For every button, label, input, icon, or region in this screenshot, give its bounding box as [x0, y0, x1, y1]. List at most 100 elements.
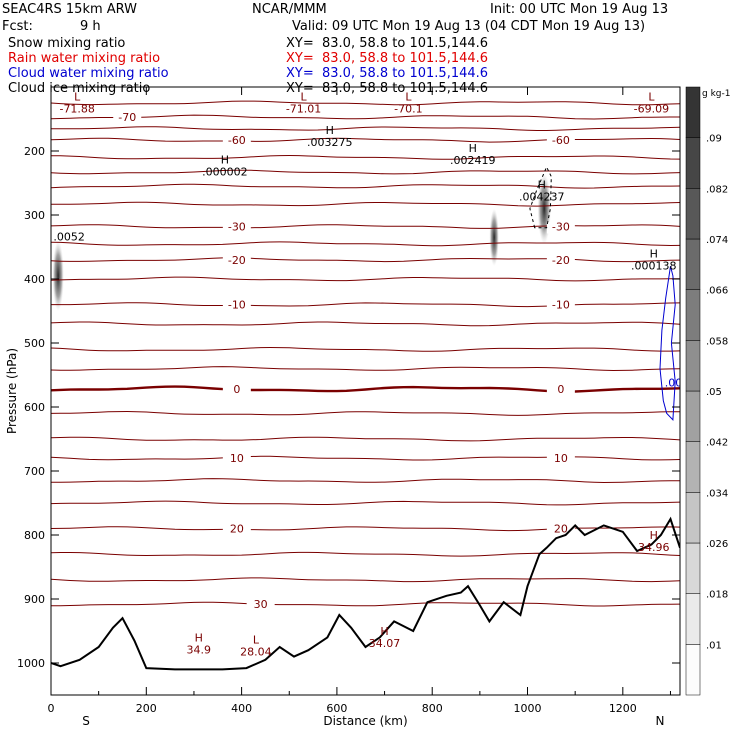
isotherm-line — [51, 366, 680, 372]
valid-time: Valid: 09 UTC Mon 19 Aug 13 (04 CDT Mon … — [292, 19, 646, 34]
colorbar-label: .05 — [706, 387, 722, 398]
extremum-value: -71.01 — [286, 103, 321, 116]
field-xy-cloud-water: XY= 83.0, 58.8 to 101.5,144.6 — [286, 66, 489, 81]
colorbar-label: .082 — [706, 184, 728, 195]
isotherm-20 — [51, 526, 680, 532]
x-tick-label: 200 — [136, 702, 157, 715]
isotherm-minus70 — [51, 114, 680, 120]
field-xy-snow: XY= 83.0, 58.8 to 101.5,144.6 — [286, 36, 489, 51]
extremum-type: L — [253, 633, 260, 646]
snow-shading-2 — [52, 240, 64, 311]
isotherm-line — [51, 478, 680, 484]
isotherm-line — [51, 100, 680, 106]
isotherm-10 — [51, 455, 680, 461]
y-tick-label: 300 — [24, 209, 45, 222]
colorbar-label: .074 — [706, 235, 728, 246]
colorbar-label: .018 — [706, 590, 728, 601]
extremum-type: H — [650, 529, 658, 542]
isotherm-label-bg — [546, 254, 575, 267]
isotherm-label-bg — [546, 453, 575, 466]
field-xy-cloud-ice: XY= 83.0, 58.8 to 101.5,144.6 — [286, 81, 489, 96]
isotherm-label-bg — [222, 299, 251, 312]
isotherm-label-bg — [546, 135, 575, 148]
y-axis-label: Pressure (hPa) — [5, 348, 19, 434]
colorbar-bin — [685, 542, 701, 594]
south-label: S — [82, 714, 90, 728]
isotherm-label: 10 — [554, 452, 568, 465]
isotherm-line — [51, 126, 680, 131]
isotherm-label: -70 — [118, 111, 136, 124]
x-tick-label: 0 — [48, 702, 55, 715]
field-name-cloud-water: Cloud water mixing ratio — [8, 66, 169, 81]
isotherm-label: 30 — [254, 598, 268, 611]
isotherm-line — [51, 346, 680, 352]
colorbar-label: .066 — [706, 286, 728, 297]
extremum-type: L — [405, 91, 412, 104]
colorbar-label: .034 — [706, 488, 728, 499]
isotherm-label-bg — [222, 221, 251, 234]
north-label: N — [656, 714, 665, 728]
isotherm-line — [51, 500, 680, 506]
x-axis-label: Distance (km) — [323, 714, 407, 728]
isotherm-label: 0 — [233, 383, 240, 396]
colorbar-bin — [685, 644, 701, 696]
isotherm-line — [51, 577, 680, 583]
isotherm-line — [51, 321, 680, 327]
isotherm-line — [51, 276, 680, 282]
colorbar-bin — [685, 441, 701, 493]
extremum-value: 34.96 — [638, 541, 670, 554]
x-tick-label: 400 — [231, 702, 252, 715]
isotherm-line — [51, 241, 680, 247]
isotherm-label: -10 — [552, 299, 570, 312]
colorbar-bin — [685, 340, 701, 392]
org-label: NCAR/MMM — [252, 2, 327, 17]
colorbar-bin — [685, 390, 701, 442]
isotherm-minus20 — [51, 257, 680, 263]
isotherm-label-bg — [222, 523, 251, 536]
isotherm-label: -20 — [552, 254, 570, 267]
terrain-line — [51, 516, 680, 671]
isotherm-minus60 — [51, 137, 680, 143]
isotherm-0 — [51, 385, 680, 393]
extremum-value: 28.04 — [240, 645, 272, 658]
colorbar-label: .042 — [706, 438, 728, 449]
isotherm-line — [51, 436, 680, 442]
colorbar-label: .026 — [706, 539, 728, 550]
isotherm-label: 20 — [554, 523, 568, 536]
isotherm-label: 0 — [557, 383, 564, 396]
isotherm-label: -60 — [552, 134, 570, 147]
isotherm-label-bg — [546, 384, 575, 397]
extremum-value: -71.88 — [59, 103, 94, 116]
colorbar-bin — [685, 137, 701, 189]
isotherm-label-bg — [222, 135, 251, 148]
extremum-value: .004237 — [519, 190, 565, 203]
isotherm-label: -30 — [228, 221, 246, 234]
colorbar-unit: g kg-1 — [702, 89, 730, 99]
isotherm-label: -60 — [228, 134, 246, 147]
plot-frame — [50, 86, 681, 696]
y-tick-label: 500 — [24, 337, 45, 350]
colorbar-bin — [685, 289, 701, 341]
isotherm-minus10 — [51, 302, 680, 308]
extremum-type: H — [326, 124, 334, 137]
isotherm-label: -10 — [228, 299, 246, 312]
extremum-type: H — [650, 247, 658, 260]
extremum-type: H — [380, 625, 388, 638]
isotherm-label: 20 — [230, 523, 244, 536]
isotherm-minus50 — [51, 169, 680, 175]
extremum-value: 34.9 — [186, 643, 211, 656]
snow-shading-1 — [489, 208, 499, 267]
field-name-cloud-ice: Cloud ice mixing ratio — [8, 81, 151, 96]
init-time: Init: 00 UTC Mon 19 Aug 13 — [490, 2, 669, 17]
extremum-value: .000138 — [631, 259, 677, 272]
colorbar-bin — [685, 492, 701, 544]
x-tick-label: 1200 — [609, 702, 637, 715]
isotherm-label-bg — [546, 221, 575, 234]
extremum-type: H — [195, 631, 203, 644]
isotherm-label-bg — [546, 299, 575, 312]
isotherm-label-bg — [246, 599, 275, 612]
colorbar-bin — [685, 238, 701, 290]
cloud-ice-label: .0052 — [53, 231, 85, 244]
isotherm-label-bg — [222, 384, 251, 397]
